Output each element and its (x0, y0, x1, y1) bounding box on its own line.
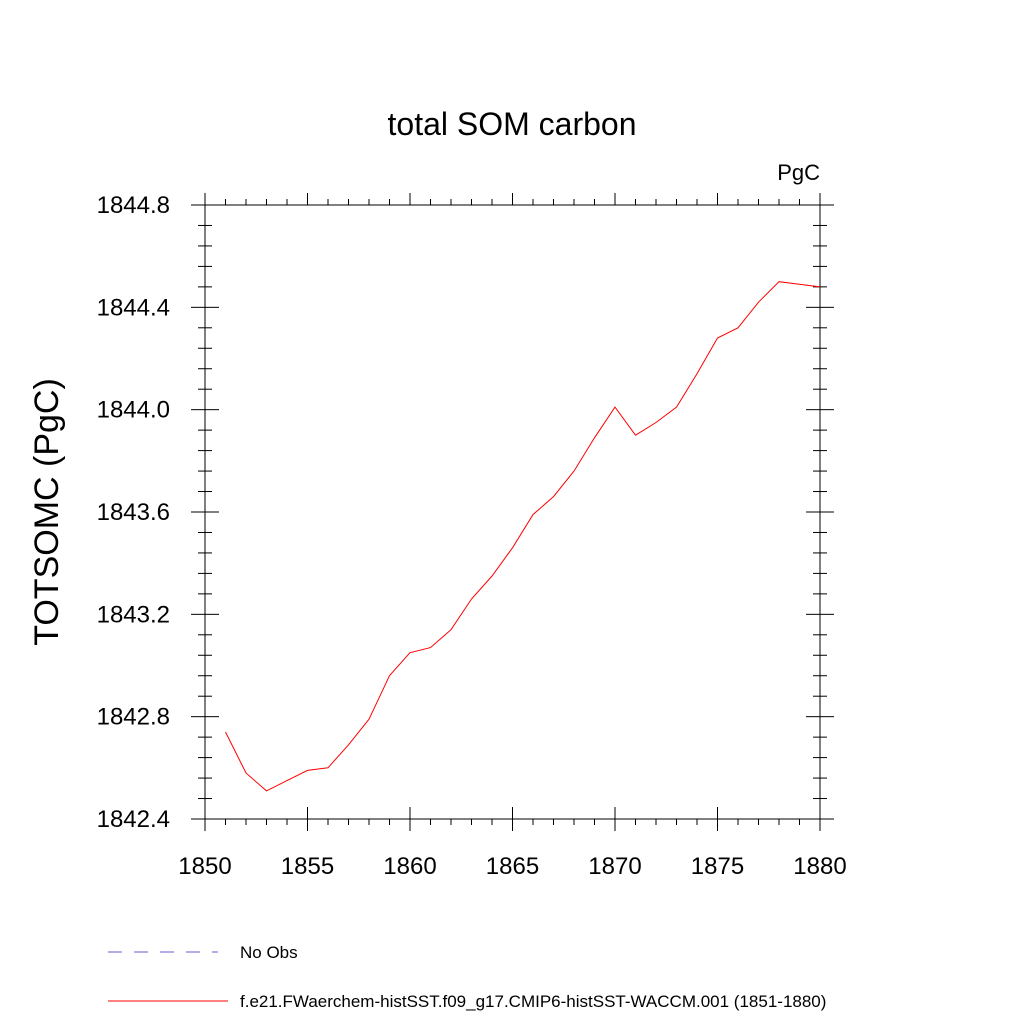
legend-label: f.e21.FWaerchem-histSST.f09_g17.CMIP6-hi… (240, 992, 826, 1011)
series-line (225, 281, 821, 792)
y-tick-label: 1842.4 (97, 806, 170, 833)
series-layer (225, 281, 821, 792)
x-tick-label: 1875 (691, 853, 744, 880)
x-tick-label: 1850 (178, 853, 231, 880)
y-tick-label: 1843.6 (97, 499, 170, 526)
plot-frame (204, 204, 821, 820)
y-axis-label: TOTSOMC (PgC) (28, 378, 66, 646)
y-tick-label: 1844.8 (97, 192, 170, 219)
y-tick-label: 1843.2 (97, 601, 170, 628)
legend: No Obs f.e21.FWaerchem-histSST.f09_g17.CM… (108, 943, 826, 1011)
x-tick-label: 1865 (486, 853, 539, 880)
x-tick-label: 1870 (588, 853, 641, 880)
y-tick-label: 1844.4 (97, 294, 170, 321)
legend-label: No Obs (240, 943, 298, 962)
axis-tick-labels: 1850 1855 1860 1865 1870 1875 1880 1842.4 1842.8… (97, 192, 847, 880)
unit-label: PgC (777, 160, 820, 185)
x-tick-label: 1880 (793, 853, 846, 880)
axis-ticks (191, 193, 834, 831)
x-tick-label: 1855 (281, 853, 334, 880)
chart-title: total SOM carbon (388, 106, 637, 142)
y-tick-label: 1842.8 (97, 704, 170, 731)
x-tick-label: 1860 (383, 853, 436, 880)
y-tick-label: 1844.0 (97, 397, 170, 424)
